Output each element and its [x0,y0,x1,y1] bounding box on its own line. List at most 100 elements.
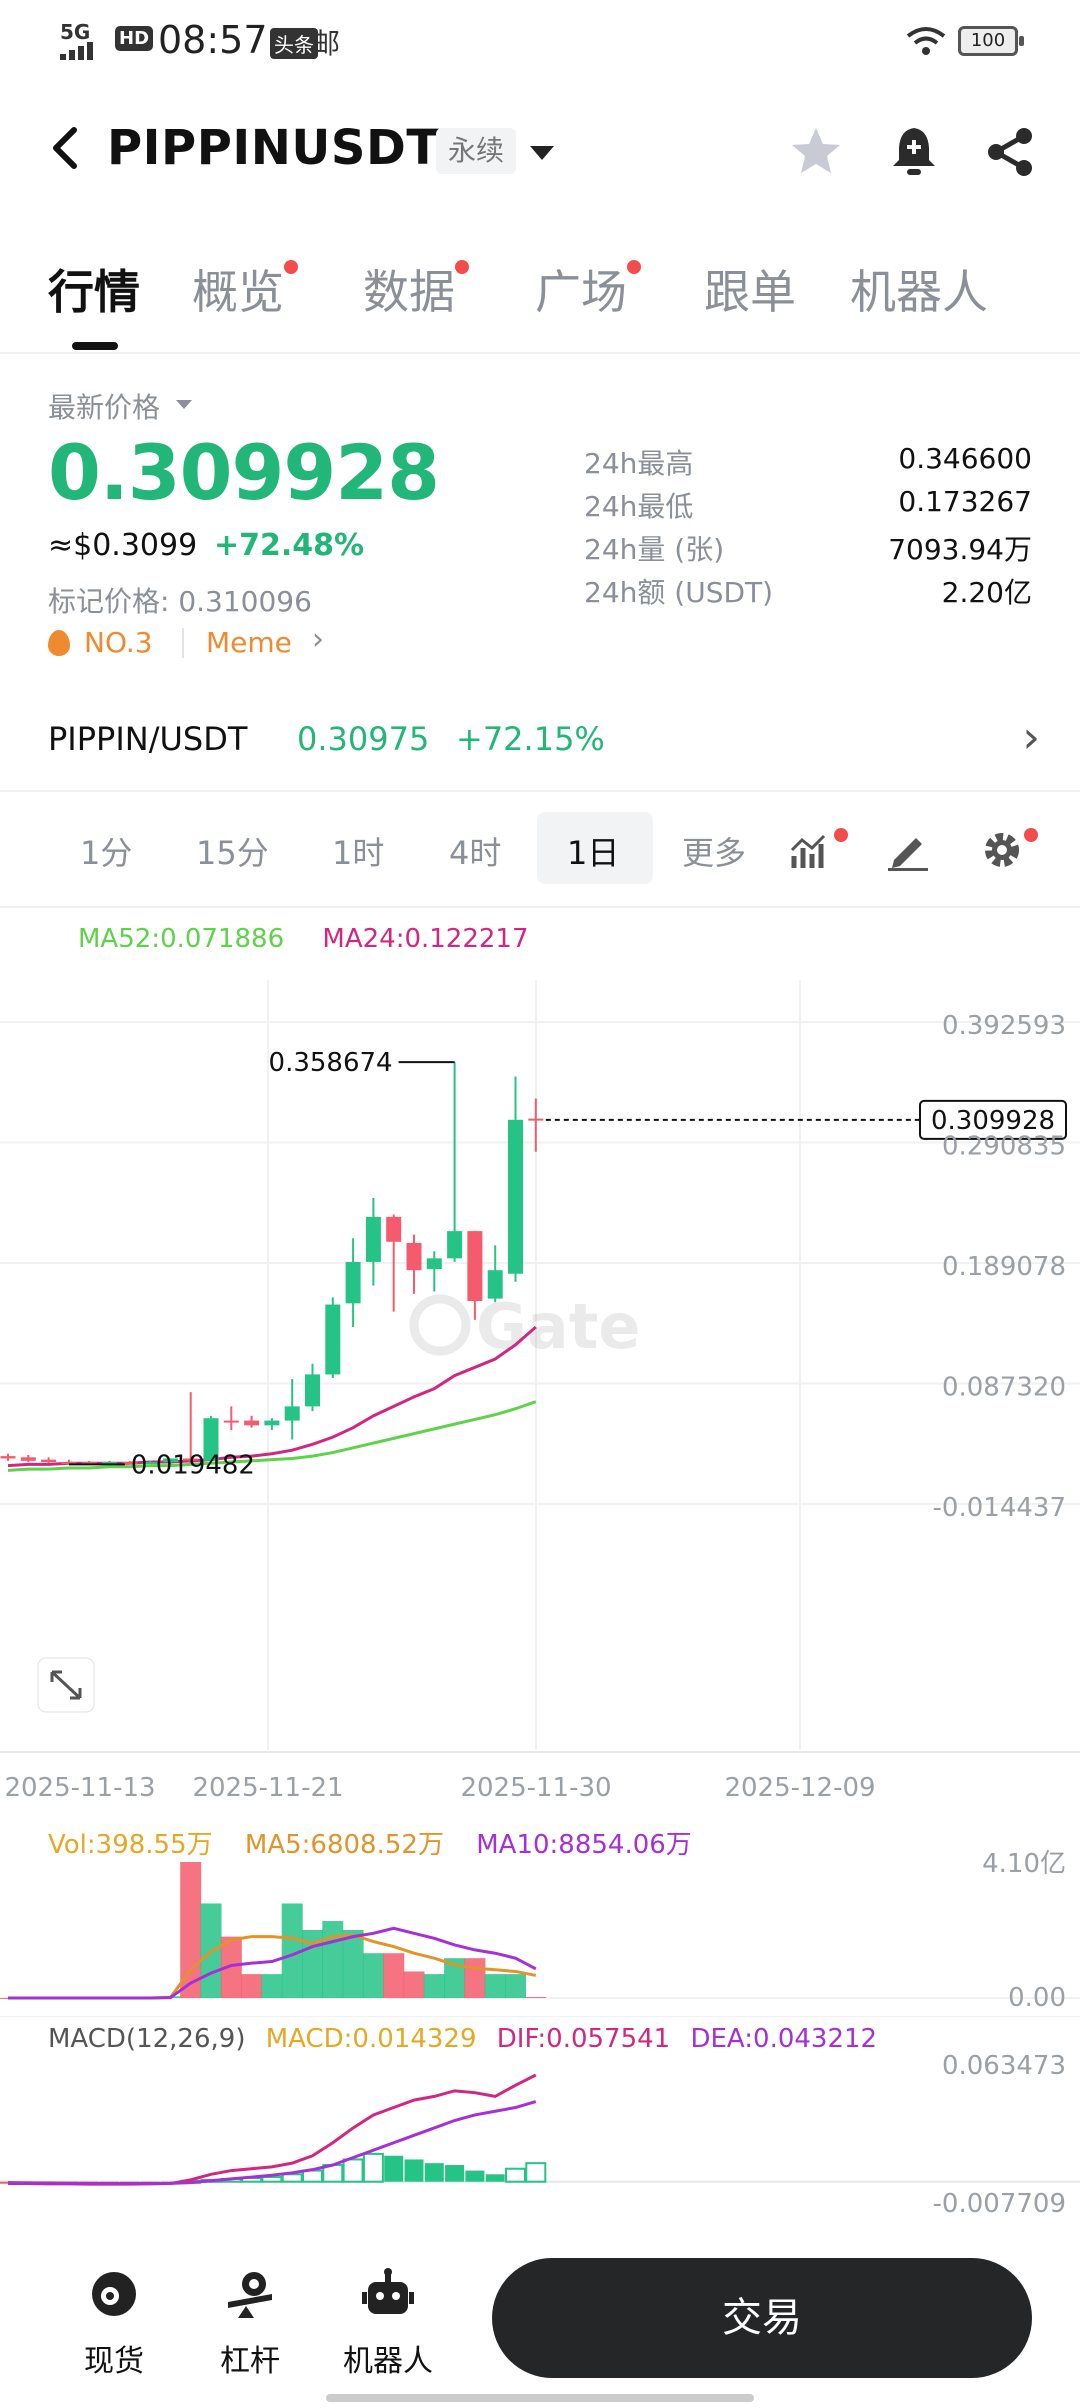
tab-bots[interactable]: 机器人 [850,265,988,319]
volume-bar[interactable] [302,1930,323,1998]
candle[interactable] [41,1459,57,1463]
candle[interactable] [406,1242,422,1271]
ma-legend: MA52:0.071886 MA24:0.122217 [78,924,529,954]
candle[interactable] [426,1258,442,1270]
candle[interactable] [386,1216,402,1242]
volume-bar[interactable] [281,1903,303,1998]
trade-button[interactable]: 交易 [492,2258,1032,2378]
rank-badge[interactable]: NO.3 [48,626,153,659]
interval-1d[interactable]: 1日 [567,834,620,872]
candle[interactable] [305,1374,320,1407]
volume-bar[interactable] [342,1930,364,1998]
nav-bots[interactable]: 机器人 [338,2268,438,2380]
bell-icon[interactable] [884,122,944,182]
tab-data[interactable]: 数据 [363,256,469,322]
y-axis-label: -0.014437 [933,1493,1066,1523]
tab-copy-trading[interactable]: 跟单 [704,265,796,319]
caret-down-icon[interactable] [176,400,192,409]
volume-bar[interactable] [241,1974,263,1998]
pair-title[interactable]: PIPPINUSDT [107,120,440,176]
macd-histogram-bar[interactable] [525,2162,547,2183]
candle[interactable] [325,1304,341,1375]
macd-histogram-bar[interactable] [505,2167,526,2183]
volume-bar[interactable] [403,1971,425,1998]
macd-histogram-bar[interactable] [384,2155,404,2182]
nav-spot[interactable]: 现货 [64,2268,164,2380]
candle[interactable] [142,1462,158,1465]
volume-bar[interactable] [423,1974,445,1998]
macd-histogram-bar[interactable] [445,2165,465,2182]
volume-bar[interactable] [261,1974,283,1998]
candle[interactable] [487,1270,503,1299]
candle[interactable] [122,1462,138,1465]
chevron-down-icon[interactable] [530,146,554,160]
volume-bar[interactable] [383,1953,405,1998]
contract-type-badge[interactable]: 永续 [436,128,517,174]
nav-margin[interactable]: 杠杆 [200,2268,300,2380]
macd-histogram-bar[interactable] [404,2159,424,2182]
macd-histogram-bar[interactable] [261,2176,283,2183]
candle[interactable] [345,1261,361,1304]
draw-pen-icon[interactable] [886,828,930,872]
volume-bar[interactable] [220,1936,242,1998]
macd-chart[interactable]: 0.063473 -0.007709 [0,2016,1080,2226]
candle[interactable] [264,1420,280,1426]
macd-histogram-bar[interactable] [281,2173,303,2183]
gear-icon[interactable] [980,828,1024,872]
macd-histogram-bar[interactable] [342,2158,364,2183]
candle[interactable] [244,1420,260,1426]
latest-price-label[interactable]: 最新价格 [48,391,161,424]
candle[interactable] [447,1231,463,1259]
candle[interactable] [508,1119,523,1274]
expand-chart-icon[interactable] [37,1657,95,1713]
candle[interactable] [0,1456,16,1459]
share-icon[interactable] [980,122,1040,182]
wifi-icon [906,27,946,55]
divider [182,628,184,658]
volume-bar[interactable] [525,1997,547,1999]
interval-1m[interactable]: 1分 [80,834,133,872]
spot-pair-row[interactable]: PIPPIN/USDT 0.30975 +72.15% › [0,700,1080,780]
candle[interactable] [528,1118,544,1121]
volume-bar[interactable] [505,1974,526,1998]
indicator-icon[interactable] [790,828,834,872]
interval-15m[interactable]: 15分 [196,834,269,872]
candle[interactable] [183,1458,199,1461]
macd-histogram-bar[interactable] [465,2170,485,2182]
category-tag[interactable]: Meme [206,626,292,659]
macd-histogram-bar[interactable] [362,2152,384,2183]
interval-1h[interactable]: 1时 [332,834,385,872]
candle[interactable] [203,1418,219,1461]
volume-bar[interactable] [362,1953,384,1998]
tab-overview[interactable]: 概览 [192,256,298,322]
candle[interactable] [223,1420,239,1423]
tab-market[interactable]: 行情 [48,265,140,319]
volume-chart[interactable]: 4.10亿 0.00 [0,1816,1080,2016]
candlestick-chart[interactable]: Gate 0.358674 0.019482 0.309928 0.392593 0.… [0,960,1080,1820]
macd-histogram-bar[interactable] [424,2163,444,2182]
chevron-right-icon[interactable]: › [312,622,324,657]
candle[interactable] [467,1231,483,1301]
candle[interactable] [284,1406,300,1421]
macd-axis-label: 0.063473 [942,2051,1066,2081]
volume-bar[interactable] [322,1921,344,1998]
star-icon[interactable] [786,122,846,182]
candle[interactable] [162,1458,178,1463]
back-icon[interactable] [40,118,90,178]
candle[interactable] [102,1462,117,1465]
volume-bar[interactable] [444,1958,466,1998]
candle[interactable] [20,1457,36,1461]
candle[interactable] [81,1462,97,1465]
tab-square[interactable]: 广场 [535,256,641,322]
home-indicator[interactable] [326,2394,754,2402]
macd-histogram-bar[interactable] [302,2169,323,2183]
interval-4h[interactable]: 4时 [449,834,502,872]
candle[interactable] [365,1216,381,1262]
candle[interactable] [61,1462,77,1465]
notification-app-icon: 头条 [270,28,318,59]
chevron-right-icon[interactable]: › [1022,712,1040,763]
volume-bar[interactable] [484,1974,506,1998]
interval-more[interactable]: 更多 [682,834,747,872]
volume-bar[interactable] [464,1958,486,1998]
macd-histogram-bar[interactable] [485,2174,505,2182]
